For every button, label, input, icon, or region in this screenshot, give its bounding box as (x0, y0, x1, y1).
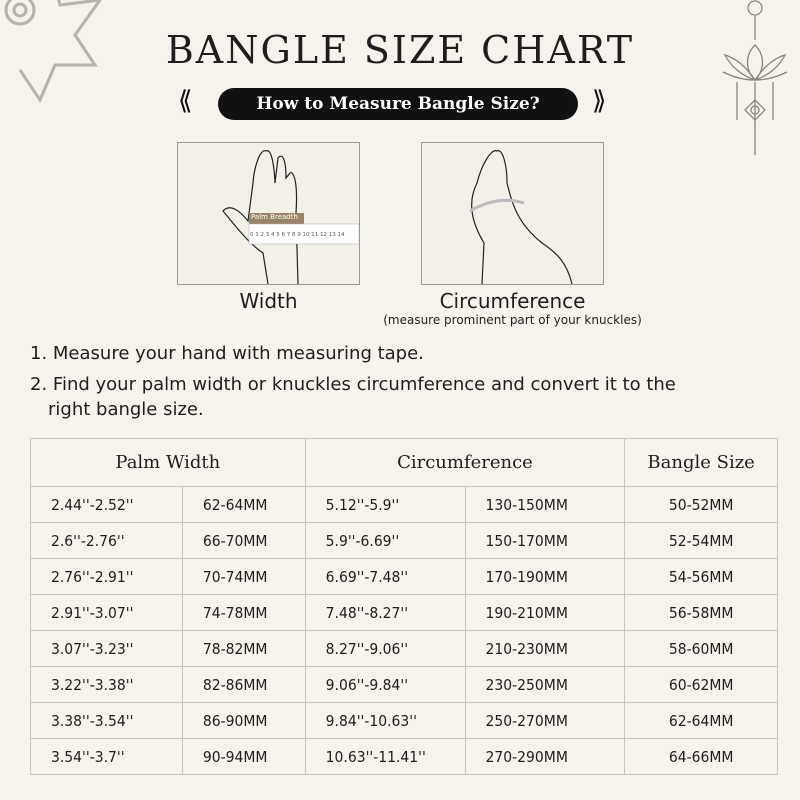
circumference-mm: 250-270MM (464, 702, 626, 739)
width-caption: Width (239, 289, 298, 313)
palm-width-mm: 70-74MM (181, 558, 306, 595)
circumference-inches: 5.9''-6.69'' (304, 522, 466, 559)
palm-width-inches: 3.22''-3.38'' (30, 666, 183, 703)
bangle-size: 58-60MM (624, 630, 778, 667)
bangle-size: 52-54MM (624, 522, 778, 559)
left-swirl-icon: ⟪ (178, 86, 193, 116)
lotus-hanging-ornament-icon (722, 0, 788, 155)
bangle-size: 60-62MM (624, 666, 778, 703)
circumference-inches: 9.06''-9.84'' (304, 666, 466, 703)
bangle-size: 54-56MM (624, 558, 778, 595)
circumference-mm: 210-230MM (464, 630, 626, 667)
table-row: 3.38''-3.54'' 86-90MM 9.84''-10.63'' 250-27… (30, 702, 778, 739)
palm-breadth-label: Palm Breadth (251, 213, 298, 221)
header-bangle-size: Bangle Size (624, 438, 778, 487)
hand-width-drawing (222, 150, 360, 285)
page-title: BANGLE SIZE CHART (165, 28, 635, 72)
circumference-caption: Circumference (439, 289, 586, 313)
header-circumference: Circumference (304, 438, 626, 487)
step-2: 2. Find your palm width or knuckles circ… (30, 374, 676, 395)
knuckle-circumference-illustration (421, 142, 604, 285)
table-row: 3.22''-3.38'' 82-86MM 9.06''-9.84'' 230-250… (30, 666, 778, 703)
table-row: 2.76''-2.91'' 70-74MM 6.69''-7.48'' 170-190… (30, 558, 778, 595)
circumference-mm: 270-290MM (464, 738, 626, 775)
circumference-inches: 10.63''-11.41'' (304, 738, 466, 775)
palm-width-mm: 74-78MM (181, 594, 306, 631)
table-row: 3.07''-3.23'' 78-82MM 8.27''-9.06'' 210-230… (30, 630, 778, 667)
palm-width-illustration: Palm Breadth 0 1 2 3 4 5 6 7 8 9 10 11 1… (177, 142, 360, 285)
palm-width-inches: 2.44''-2.52'' (30, 486, 183, 523)
palm-width-mm: 78-82MM (181, 630, 306, 667)
palm-width-mm: 90-94MM (181, 738, 306, 775)
bangle-size: 56-58MM (624, 594, 778, 631)
circumference-inches: 8.27''-9.06'' (304, 630, 466, 667)
ruler-ticks: 0 1 2 3 4 5 6 7 8 9 10 11 12 13 14 (250, 232, 345, 238)
bangle-size: 62-64MM (624, 702, 778, 739)
palm-width-inches: 3.07''-3.23'' (30, 630, 183, 667)
palm-width-mm: 62-64MM (181, 486, 306, 523)
circumference-inches: 7.48''-8.27'' (304, 594, 466, 631)
right-swirl-icon: ⟫ (592, 86, 607, 116)
circumference-inches: 6.69''-7.48'' (304, 558, 466, 595)
step-2-continued: right bangle size. (48, 399, 204, 420)
circumference-inches: 5.12''-5.9'' (304, 486, 466, 523)
circumference-inches: 9.84''-10.63'' (304, 702, 466, 739)
palm-width-inches: 2.91''-3.07'' (30, 594, 183, 631)
table-row: 2.91''-3.07'' 74-78MM 7.48''-8.27'' 190-210… (30, 594, 778, 631)
bangle-size: 64-66MM (624, 738, 778, 775)
table-row: 3.54''-3.7'' 90-94MM 10.63''-11.41'' 270-29… (30, 738, 778, 775)
circumference-mm: 130-150MM (464, 486, 626, 523)
mandala-flower-icon (4, 0, 102, 104)
palm-width-mm: 82-86MM (181, 666, 306, 703)
palm-width-inches: 2.76''-2.91'' (30, 558, 183, 595)
table-header-row: Palm Width Circumference Bangle Size (30, 438, 778, 487)
circumference-mm: 230-250MM (464, 666, 626, 703)
table-row: 2.6''-2.76'' 66-70MM 5.9''-6.69'' 150-170MM… (30, 522, 778, 559)
palm-width-inches: 2.6''-2.76'' (30, 522, 183, 559)
palm-width-mm: 86-90MM (181, 702, 306, 739)
palm-width-inches: 3.38''-3.54'' (30, 702, 183, 739)
circumference-mm: 170-190MM (464, 558, 626, 595)
header-palm-width: Palm Width (30, 438, 306, 487)
palm-width-inches: 3.54''-3.7'' (30, 738, 183, 775)
palm-width-mm: 66-70MM (181, 522, 306, 559)
circumference-mm: 190-210MM (464, 594, 626, 631)
size-table: Palm Width Circumference Bangle Size 2.4… (30, 438, 778, 775)
bangle-size: 50-52MM (624, 486, 778, 523)
circumference-note: (measure prominent part of your knuckles… (383, 313, 642, 327)
step-1: 1. Measure your hand with measuring tape… (30, 343, 424, 364)
hand-circumference-drawing (469, 150, 573, 285)
subtitle-banner: How to Measure Bangle Size? (218, 88, 578, 120)
circumference-mm: 150-170MM (464, 522, 626, 559)
table-row: 2.44''-2.52'' 62-64MM 5.12''-5.9'' 130-150M… (30, 486, 778, 523)
